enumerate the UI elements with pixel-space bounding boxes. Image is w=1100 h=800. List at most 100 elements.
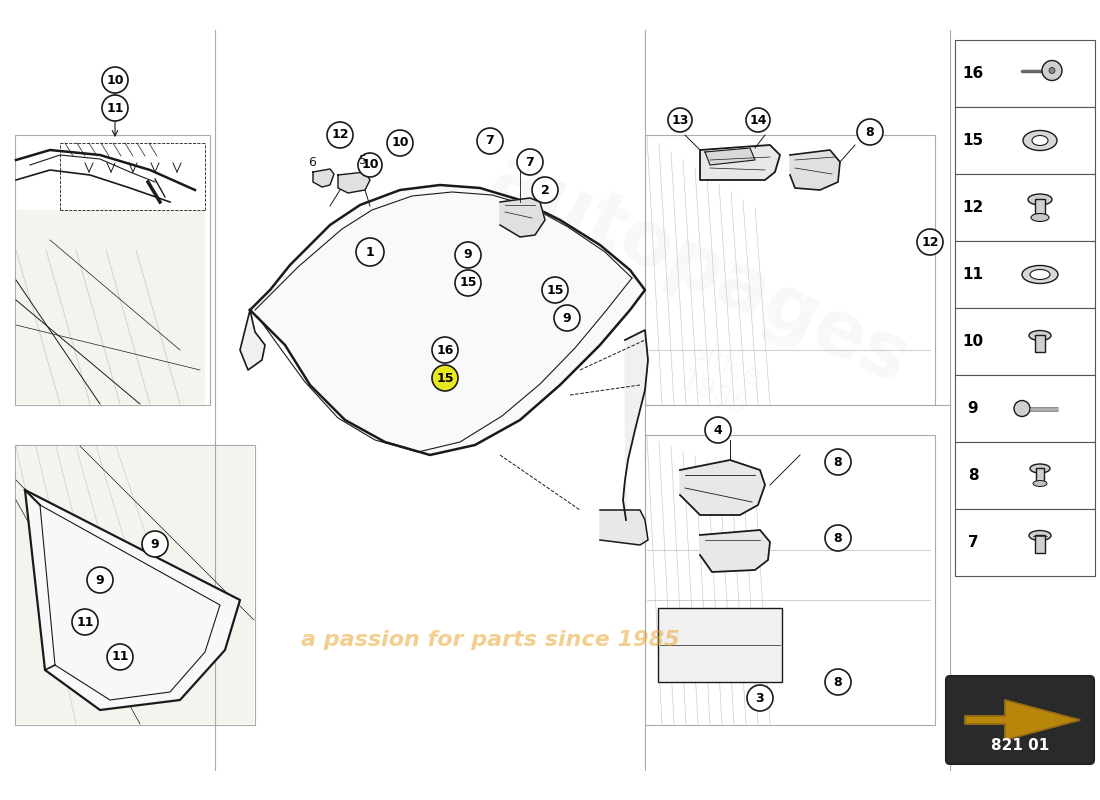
Polygon shape <box>250 185 645 455</box>
Text: 8: 8 <box>866 126 874 138</box>
Circle shape <box>477 128 503 154</box>
Text: autopages: autopages <box>480 141 921 399</box>
Text: 7: 7 <box>485 134 494 147</box>
Circle shape <box>102 95 128 121</box>
Text: 9: 9 <box>968 401 978 416</box>
Text: 9: 9 <box>96 574 104 586</box>
Polygon shape <box>16 446 254 724</box>
Circle shape <box>705 417 732 443</box>
Polygon shape <box>338 172 370 193</box>
Circle shape <box>825 525 851 551</box>
Circle shape <box>825 669 851 695</box>
FancyBboxPatch shape <box>658 608 782 682</box>
Circle shape <box>1014 401 1030 417</box>
Polygon shape <box>680 460 764 515</box>
Circle shape <box>1042 61 1062 81</box>
Polygon shape <box>623 330 648 520</box>
Circle shape <box>746 108 770 132</box>
FancyBboxPatch shape <box>1035 534 1045 553</box>
Polygon shape <box>965 700 1080 740</box>
Circle shape <box>825 449 851 475</box>
Text: 16: 16 <box>437 343 453 357</box>
Text: 9: 9 <box>563 311 571 325</box>
FancyBboxPatch shape <box>645 135 935 405</box>
Polygon shape <box>500 198 544 237</box>
Circle shape <box>532 177 558 203</box>
Text: a passion for parts since 1985: a passion for parts since 1985 <box>300 630 680 650</box>
Polygon shape <box>700 145 780 180</box>
Ellipse shape <box>1032 135 1048 146</box>
FancyBboxPatch shape <box>645 435 935 725</box>
Text: 11: 11 <box>962 267 983 282</box>
Text: 11: 11 <box>107 102 123 114</box>
Text: 12: 12 <box>922 235 938 249</box>
Text: 15: 15 <box>437 371 453 385</box>
Text: since
1985: since 1985 <box>674 338 766 422</box>
Circle shape <box>356 238 384 266</box>
Text: 15: 15 <box>460 277 476 290</box>
Text: 7: 7 <box>526 155 535 169</box>
Polygon shape <box>705 148 755 165</box>
FancyBboxPatch shape <box>955 375 1094 442</box>
Text: 10: 10 <box>962 334 983 349</box>
Circle shape <box>432 365 458 391</box>
Text: 7: 7 <box>968 535 978 550</box>
Circle shape <box>327 122 353 148</box>
Ellipse shape <box>1028 194 1052 205</box>
Circle shape <box>1049 67 1055 74</box>
Polygon shape <box>240 310 265 370</box>
Polygon shape <box>16 210 205 404</box>
Circle shape <box>358 153 382 177</box>
FancyBboxPatch shape <box>946 676 1094 764</box>
Ellipse shape <box>1033 481 1047 486</box>
Text: 8: 8 <box>834 455 843 469</box>
FancyBboxPatch shape <box>15 445 255 725</box>
Circle shape <box>668 108 692 132</box>
FancyBboxPatch shape <box>955 308 1094 375</box>
Text: 16: 16 <box>962 66 983 81</box>
FancyBboxPatch shape <box>955 442 1094 509</box>
Circle shape <box>517 149 543 175</box>
Circle shape <box>554 305 580 331</box>
Text: 15: 15 <box>547 283 563 297</box>
Text: 10: 10 <box>107 74 123 86</box>
Text: 4: 4 <box>714 423 723 437</box>
Ellipse shape <box>1030 464 1050 473</box>
Text: 10: 10 <box>361 158 378 171</box>
Text: 9: 9 <box>151 538 160 550</box>
Text: 821 01: 821 01 <box>991 738 1049 754</box>
FancyBboxPatch shape <box>955 174 1094 241</box>
Text: 12: 12 <box>962 200 983 215</box>
Circle shape <box>72 609 98 635</box>
Circle shape <box>455 242 481 268</box>
Ellipse shape <box>1022 266 1058 283</box>
Text: 6: 6 <box>308 155 316 169</box>
Polygon shape <box>600 510 648 545</box>
Text: 8: 8 <box>968 468 978 483</box>
Circle shape <box>857 119 883 145</box>
Circle shape <box>542 277 568 303</box>
Text: 10: 10 <box>392 137 409 150</box>
Text: 8: 8 <box>834 531 843 545</box>
Circle shape <box>107 644 133 670</box>
Text: 9: 9 <box>464 249 472 262</box>
Circle shape <box>87 567 113 593</box>
Text: 11: 11 <box>111 650 129 663</box>
Circle shape <box>432 337 458 363</box>
Polygon shape <box>314 169 334 187</box>
Ellipse shape <box>1028 330 1050 341</box>
Circle shape <box>747 685 773 711</box>
Text: 14: 14 <box>749 114 767 126</box>
Text: 12: 12 <box>331 129 349 142</box>
Ellipse shape <box>1031 214 1049 222</box>
Ellipse shape <box>1030 270 1050 279</box>
FancyBboxPatch shape <box>955 40 1094 107</box>
Circle shape <box>142 531 168 557</box>
FancyBboxPatch shape <box>955 509 1094 576</box>
Text: 5: 5 <box>359 154 367 166</box>
Text: 3: 3 <box>756 691 764 705</box>
Circle shape <box>455 270 481 296</box>
FancyBboxPatch shape <box>1035 198 1045 218</box>
Circle shape <box>387 130 412 156</box>
Text: 11: 11 <box>76 615 94 629</box>
